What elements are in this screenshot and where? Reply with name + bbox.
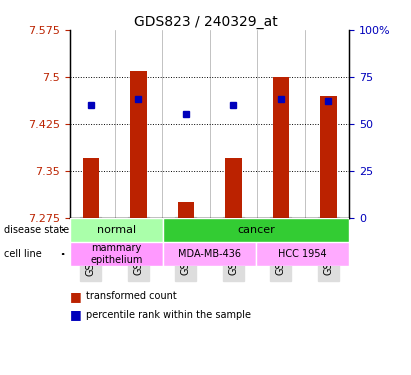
- FancyBboxPatch shape: [70, 217, 163, 242]
- Bar: [178, 202, 194, 217]
- Text: cancer: cancer: [237, 225, 275, 235]
- Text: GDS823 / 240329_at: GDS823 / 240329_at: [134, 15, 277, 29]
- FancyBboxPatch shape: [70, 242, 163, 266]
- Text: ■: ■: [70, 290, 82, 303]
- Bar: [272, 77, 289, 218]
- Text: MDA-MB-436: MDA-MB-436: [178, 249, 241, 259]
- Text: percentile rank within the sample: percentile rank within the sample: [86, 310, 251, 320]
- Text: HCC 1954: HCC 1954: [279, 249, 327, 259]
- FancyBboxPatch shape: [163, 217, 349, 242]
- Bar: [130, 70, 147, 217]
- FancyBboxPatch shape: [256, 242, 349, 266]
- Text: ■: ■: [70, 309, 82, 321]
- FancyBboxPatch shape: [163, 242, 256, 266]
- Text: normal: normal: [97, 225, 136, 235]
- Text: transformed count: transformed count: [86, 291, 177, 301]
- Text: disease state: disease state: [4, 225, 69, 235]
- Bar: [83, 158, 99, 218]
- Bar: [320, 96, 337, 218]
- Text: cell line: cell line: [4, 249, 42, 259]
- Text: mammary
epithelium: mammary epithelium: [90, 243, 143, 265]
- Bar: [225, 158, 242, 218]
